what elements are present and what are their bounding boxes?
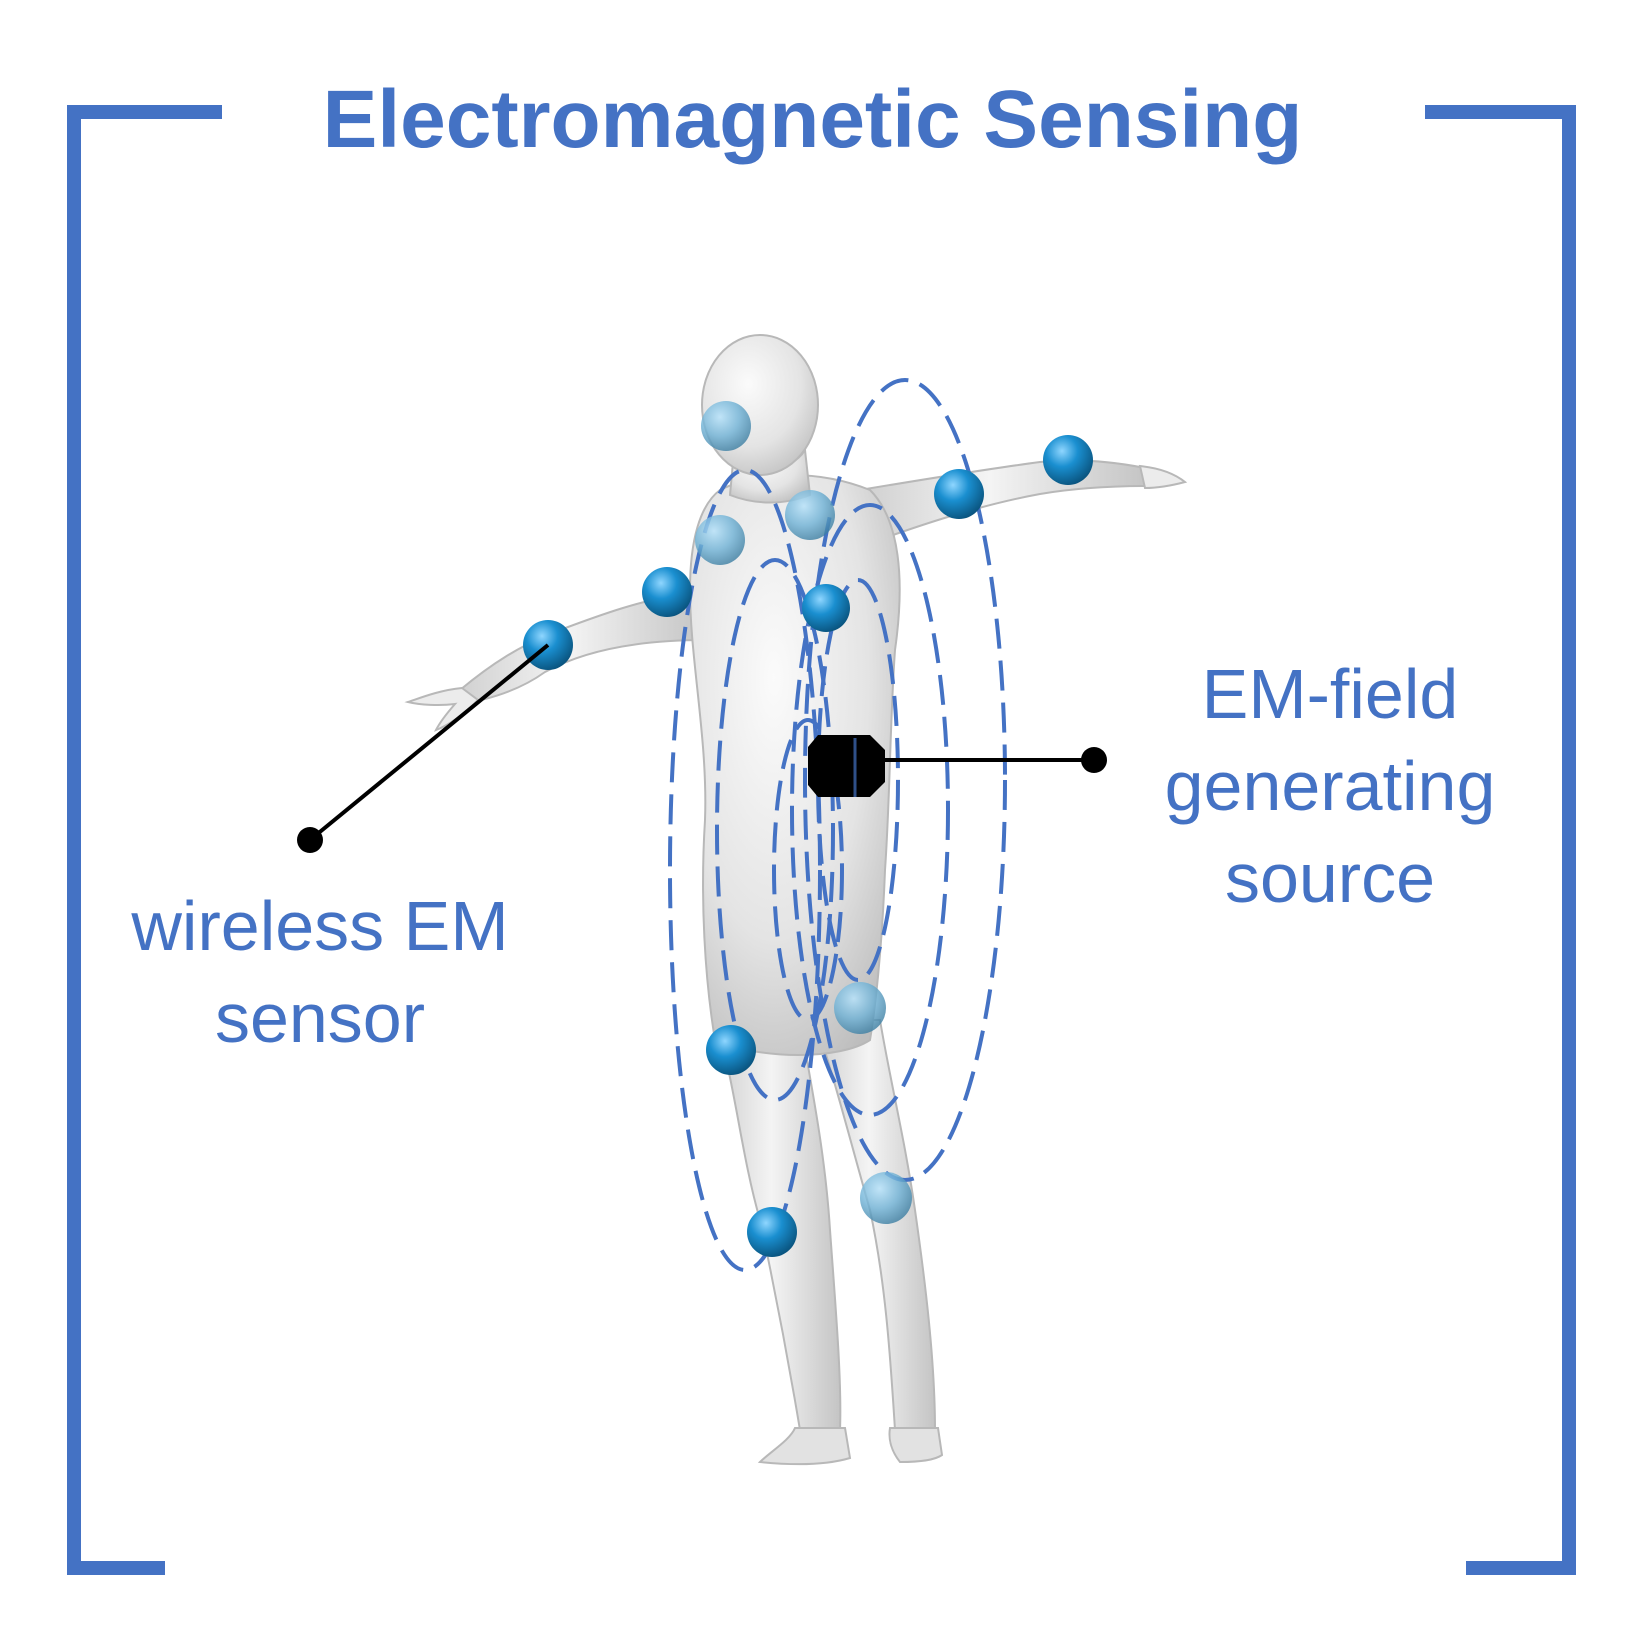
em-field-loop xyxy=(803,378,1007,1182)
source-label-line: EM-field xyxy=(1201,655,1459,733)
source-label-line: generating xyxy=(1164,747,1496,825)
sensor-sphere-icon xyxy=(785,490,835,540)
source-label: EM-field generating source xyxy=(1110,648,1550,924)
sensor-sphere-icon xyxy=(1043,435,1093,485)
sensor-sphere-icon xyxy=(747,1207,797,1257)
diagram-title: Electromagnetic Sensing xyxy=(322,74,1303,165)
em-field-lines xyxy=(668,378,1007,1272)
sensor-sphere-icon xyxy=(802,584,850,632)
sensor-label: wireless EM sensor xyxy=(60,880,580,1064)
em-field-loop xyxy=(715,558,835,1102)
leader-line-source xyxy=(885,747,1107,773)
sensor-sphere-icon xyxy=(860,1172,912,1224)
source-label-line: source xyxy=(1224,839,1436,917)
bracket-right-icon xyxy=(1425,105,1576,1575)
em-field-loop xyxy=(790,503,950,1117)
em-field-loop xyxy=(668,468,822,1272)
sensor-sphere-icon xyxy=(934,469,984,519)
leader-dot-icon xyxy=(297,827,323,853)
em-field-loop xyxy=(772,718,844,1022)
leader-dot-icon xyxy=(1081,747,1107,773)
bracket-left-icon xyxy=(67,105,222,1575)
sensor-sphere-icon xyxy=(642,567,692,617)
sensor-sphere-icon xyxy=(695,515,745,565)
sensor-group-back xyxy=(695,401,912,1224)
sensor-sphere-icon xyxy=(701,401,751,451)
sensor-sphere-icon xyxy=(706,1025,756,1075)
leader-line-sensor xyxy=(297,643,550,853)
sensor-label-line: wireless EM xyxy=(131,887,509,965)
sensor-label-line: sensor xyxy=(214,979,426,1057)
sensor-sphere-icon xyxy=(834,982,886,1034)
em-source-box-icon xyxy=(808,735,885,797)
